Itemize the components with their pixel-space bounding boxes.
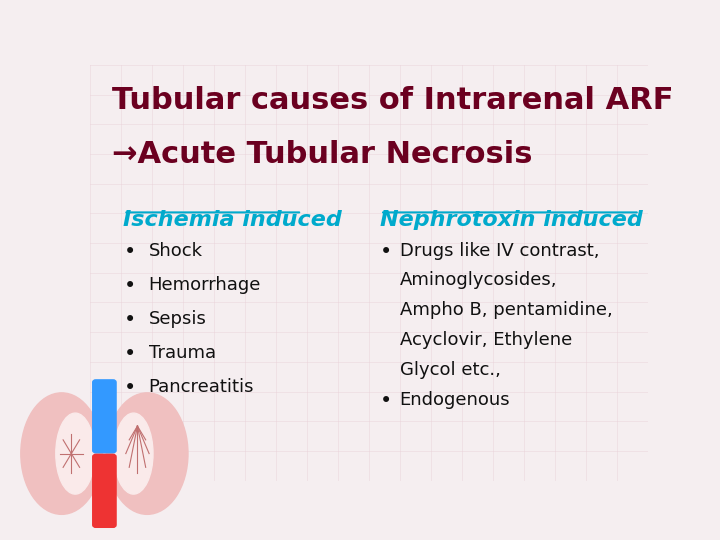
Text: •: • [124, 344, 136, 364]
Text: Nephrotoxin induced: Nephrotoxin induced [380, 210, 643, 231]
Text: Drugs like IV contrast,: Drugs like IV contrast, [400, 241, 599, 260]
Text: Endogenous: Endogenous [400, 391, 510, 409]
FancyBboxPatch shape [93, 380, 116, 453]
Text: Ischemia induced: Ischemia induced [124, 210, 342, 231]
Text: Hemorrhage: Hemorrhage [148, 275, 261, 294]
Text: Acyclovir, Ethylene: Acyclovir, Ethylene [400, 332, 572, 349]
Ellipse shape [21, 393, 102, 514]
Text: Ampho B, pentamidine,: Ampho B, pentamidine, [400, 301, 613, 319]
FancyBboxPatch shape [93, 455, 116, 527]
Ellipse shape [114, 413, 153, 494]
Text: •: • [124, 275, 136, 295]
Text: •: • [380, 241, 392, 261]
Text: Trauma: Trauma [148, 344, 216, 362]
Text: Sepsis: Sepsis [148, 310, 207, 328]
Text: Tubular causes of Intrarenal ARF: Tubular causes of Intrarenal ARF [112, 85, 674, 114]
Text: Shock: Shock [148, 241, 202, 260]
Text: Pancreatitis: Pancreatitis [148, 378, 254, 396]
Text: •: • [124, 241, 136, 261]
Text: •: • [124, 310, 136, 330]
Ellipse shape [107, 393, 188, 514]
Text: →Acute Tubular Necrosis: →Acute Tubular Necrosis [112, 140, 533, 168]
Ellipse shape [56, 413, 95, 494]
Text: •: • [124, 378, 136, 398]
Text: •: • [380, 391, 392, 411]
Text: Aminoglycosides,: Aminoglycosides, [400, 272, 557, 289]
Text: Glycol etc.,: Glycol etc., [400, 361, 500, 379]
